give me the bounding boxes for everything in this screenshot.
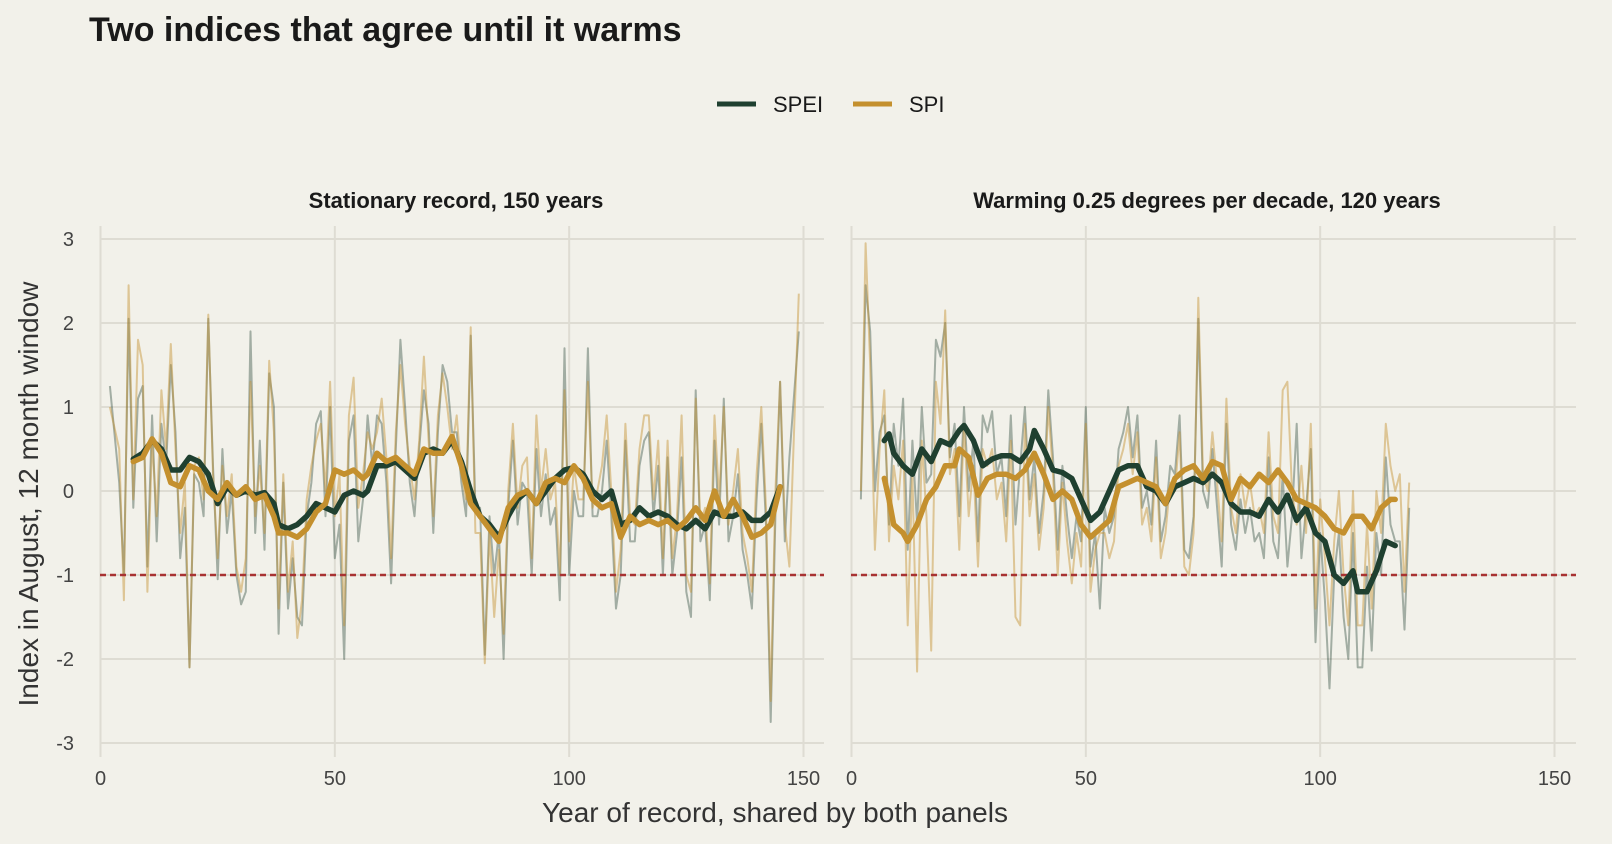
x-tick-label: 50 [1075,768,1097,790]
y-tick-label: 2 [63,313,74,335]
x-axis-ticks: 0 50 100 150 0 50 100 150 [95,768,1571,790]
x-tick-label: 150 [787,768,820,790]
x-tick-label: 100 [1303,768,1336,790]
legend-label-spi: SPI [909,92,944,117]
series-smoothed-spi [130,433,783,545]
series-raw-spi [108,284,800,702]
panel-warming [850,226,1576,757]
y-tick-label: 0 [63,481,74,503]
panel-title-left: Stationary record, 150 years [309,188,604,213]
series-raw-spi [859,242,1411,673]
series-smoothed-spei [881,422,1398,595]
y-tick-label: -3 [56,733,74,755]
y-tick-label: -2 [56,649,74,671]
panel-stationary [99,226,824,757]
series-raw-spei [108,317,800,723]
chart-title: Two indices that agree until it warms [89,11,682,49]
x-tick-label: 50 [324,768,346,790]
y-tick-label: -1 [56,565,74,587]
x-tick-label: 0 [846,768,857,790]
series-smoothed-spi [881,446,1398,545]
panel-title-right: Warming 0.25 degrees per decade, 120 yea… [973,188,1441,213]
x-axis-title: Year of record, shared by both panels [542,797,1008,828]
y-axis-ticks: -3 -2 -1 0 1 2 3 [56,229,74,755]
x-tick-label: 150 [1538,768,1571,790]
x-tick-label: 100 [552,768,585,790]
legend-label-spei: SPEI [773,92,823,117]
y-tick-label: 3 [63,229,74,251]
x-tick-label: 0 [95,768,106,790]
y-tick-label: 1 [63,397,74,419]
legend: SPEI SPI [717,92,944,117]
y-axis-title: Index in August, 12 month window [13,281,44,707]
